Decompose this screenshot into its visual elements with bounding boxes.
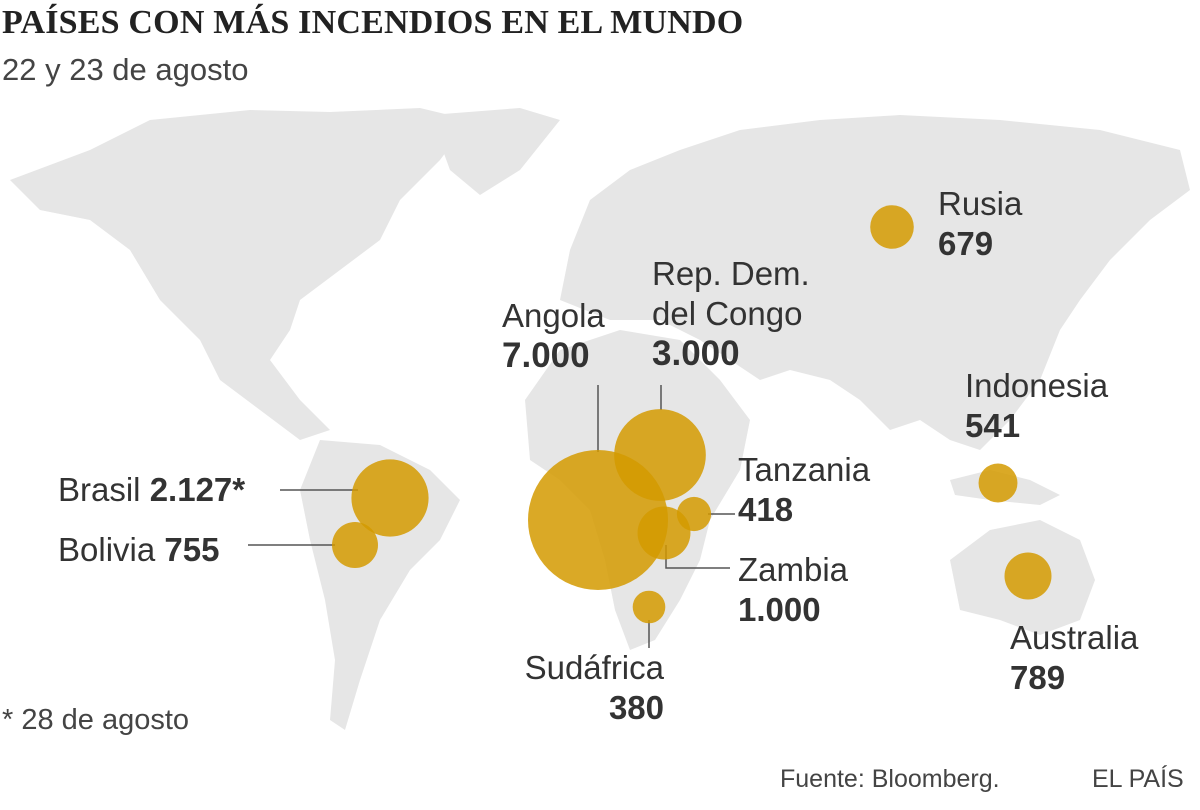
bubble-bolivia [332,522,378,568]
footnote: * 28 de agosto [2,704,190,736]
bubble-australia [1004,552,1052,600]
label-rusia: Rusia 679 [938,185,1023,262]
label-indonesia: Indonesia 541 [965,367,1109,444]
label-zambia: Zambia 1.000 [738,551,849,628]
map-subtitle: 22 y 23 de agosto [2,52,249,87]
label-congo: Rep. Dem. del Congo 3.000 [652,255,810,373]
label-bolivia: Bolivia 755 [58,531,220,568]
label-tanzania: Tanzania 418 [738,451,871,528]
bubble-brasil [351,459,429,537]
label-brasil: Brasil 2.127* [58,471,246,508]
label-angola: Angola 7.000 [502,297,605,375]
map-title: PAÍSES CON MÁS INCENDIOS EN EL MUNDO [2,4,744,41]
north-america [10,108,470,440]
label-australia: Australia 789 [1010,619,1139,696]
greenland [430,108,560,195]
bubble-rusia [870,205,914,249]
bubble-zambia [637,506,691,560]
brand-credit: EL PAÍS [1092,765,1184,793]
label-sudafrica: Sudáfrica 380 [524,649,664,726]
bubble-rep-dem-del-congo [614,409,706,501]
eurasia [560,115,1190,450]
bubble-indonesia [978,463,1018,503]
source-credit: Fuente: Bloomberg. [780,765,1000,793]
bubble-sud-frica [632,590,666,624]
